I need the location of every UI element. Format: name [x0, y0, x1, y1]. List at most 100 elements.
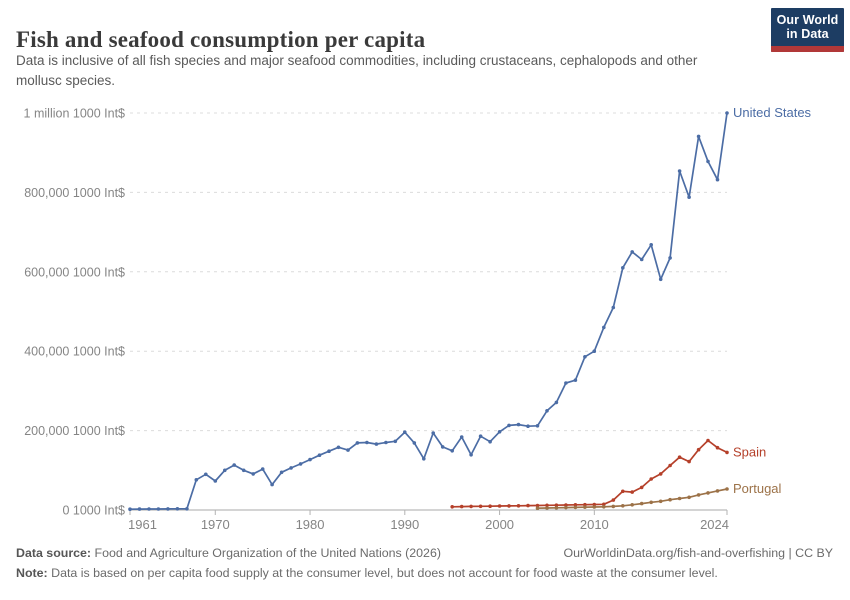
united-states-point: [241, 468, 246, 473]
x-axis-label: 1990: [390, 517, 419, 532]
credit-separator: |: [785, 546, 796, 560]
portugal-point: [725, 487, 729, 491]
portugal-point: [696, 493, 701, 497]
spain-point: [469, 504, 473, 509]
portugal-point: [602, 505, 606, 509]
united-states-series-label: United States: [733, 105, 812, 120]
x-axis-label: 2010: [580, 517, 609, 532]
united-states-point: [440, 445, 445, 449]
united-states-point: [658, 277, 663, 282]
united-states-point: [204, 472, 208, 477]
spain-point: [459, 504, 464, 509]
spain-point: [630, 490, 634, 494]
united-states-point: [715, 177, 720, 182]
spain-point: [526, 503, 530, 508]
united-states-point: [677, 169, 682, 173]
united-states-point: [393, 439, 398, 444]
united-states-point: [497, 430, 502, 434]
spain-point: [554, 503, 559, 508]
united-states-point: [137, 507, 142, 511]
united-states-point: [346, 448, 350, 452]
united-states-point: [450, 449, 455, 453]
page-title: Fish and seafood consumption per capita: [16, 27, 426, 53]
portugal-point: [687, 495, 691, 500]
spain-point: [535, 503, 540, 508]
spain-point: [687, 459, 691, 464]
united-states-point: [327, 449, 331, 454]
united-states-point: [630, 250, 634, 254]
portugal-point: [621, 504, 625, 508]
united-states-point: [611, 305, 616, 310]
owid-logo: Our World in Data: [771, 8, 844, 52]
x-axis-label: 2024: [700, 517, 729, 532]
united-states-point: [355, 441, 360, 445]
united-states-point: [213, 479, 218, 483]
united-states-point: [535, 424, 540, 428]
chart-subtitle: Data is inclusive of all fish species an…: [16, 53, 698, 88]
spain-point: [677, 455, 682, 460]
data-source-label: Data source:: [16, 546, 92, 560]
united-states-point: [156, 507, 161, 511]
spain-point: [592, 502, 597, 507]
spain-point: [639, 485, 644, 490]
x-axis-label: 1970: [201, 517, 230, 532]
x-axis-label: 1980: [296, 517, 325, 532]
united-states-point: [365, 440, 369, 445]
united-states-point: [412, 441, 417, 445]
data-source-text: Data source: Food and Agriculture Organi…: [16, 546, 441, 560]
portugal-point: [592, 505, 597, 509]
united-states-point: [478, 434, 483, 439]
spain-point: [696, 447, 701, 452]
chart-footer: Data source: Food and Agriculture Organi…: [16, 546, 833, 560]
united-states-point: [422, 457, 426, 461]
data-source-value: Food and Agriculture Organization of the…: [94, 546, 441, 560]
y-axis-label: 1 million 1000 Int$: [24, 107, 126, 121]
y-axis-label: 600,000 1000 Int$: [24, 265, 125, 279]
united-states-point: [251, 472, 255, 476]
spain-line: [451, 439, 728, 508]
united-states-point: [725, 111, 729, 115]
owid-logo-stripe: [771, 46, 844, 52]
portugal-point: [545, 506, 549, 510]
owid-logo-line1: Our World: [776, 13, 839, 27]
portugal-point: [535, 506, 540, 511]
united-states-line: [129, 112, 728, 511]
united-states-point: [289, 466, 293, 470]
united-states-point: [128, 507, 132, 512]
y-axis-label: 200,000 1000 Int$: [24, 424, 125, 438]
portugal-point: [677, 496, 682, 501]
portugal-point: [554, 506, 559, 510]
united-states-point: [384, 440, 388, 445]
united-states-point: [592, 349, 597, 353]
spain-point: [649, 477, 653, 481]
united-states-point: [507, 423, 511, 428]
spain-point: [621, 489, 625, 494]
portugal-point: [715, 489, 720, 493]
y-axis-label: 0 1000 Int$: [62, 504, 125, 518]
spain-point: [668, 463, 672, 468]
united-states-point: [687, 195, 691, 199]
united-states-point: [516, 422, 521, 427]
spain-point: [507, 504, 511, 508]
united-states-point: [488, 439, 492, 444]
united-states-point: [175, 507, 180, 511]
united-states-point: [668, 256, 672, 260]
united-states-point: [403, 430, 407, 435]
spain-point: [715, 445, 720, 450]
united-states-point: [639, 257, 644, 262]
license-badge: CC BY: [795, 546, 833, 560]
spain-point: [573, 503, 578, 507]
x-axis-label: 2000: [485, 517, 514, 532]
united-states-point: [602, 325, 606, 330]
spain-point: [545, 503, 549, 508]
spain-point: [497, 504, 502, 508]
portugal-point: [583, 505, 587, 510]
spain-point: [611, 498, 616, 502]
united-states-point: [564, 381, 568, 385]
note-label: Note:: [16, 566, 48, 580]
united-states-point: [374, 442, 379, 446]
united-states-point: [270, 482, 274, 487]
united-states-point: [621, 266, 625, 270]
united-states-point: [223, 468, 227, 473]
